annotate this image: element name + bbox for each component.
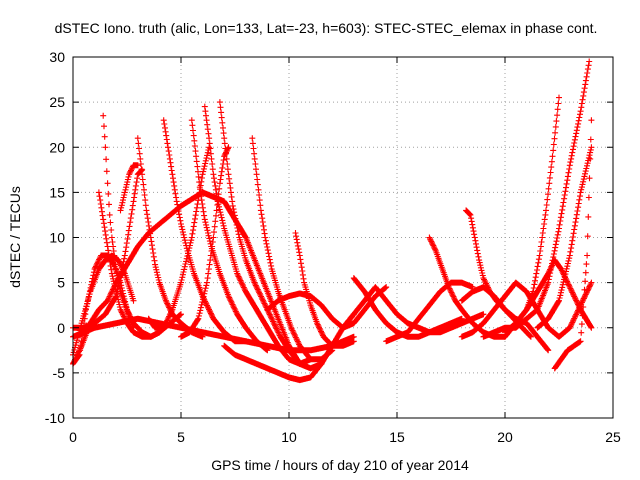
data-marks bbox=[383, 279, 476, 345]
series-arc-07 bbox=[117, 162, 141, 214]
series-arc-22 bbox=[383, 279, 476, 345]
data-marks bbox=[100, 112, 163, 340]
data-marks bbox=[117, 162, 141, 214]
y-tick-label: 5 bbox=[57, 275, 65, 291]
axis-ticks bbox=[72, 56, 614, 419]
data-marks bbox=[458, 279, 595, 340]
y-tick-label: -10 bbox=[45, 410, 65, 426]
y-tick-labels: -10 -5 0 5 10 15 20 25 30 bbox=[45, 49, 65, 426]
data-marks bbox=[221, 311, 357, 384]
series-arc-29 bbox=[502, 94, 562, 336]
x-tick-label: 25 bbox=[605, 429, 621, 445]
x-tick-label: 15 bbox=[389, 429, 405, 445]
x-tick-label: 5 bbox=[177, 429, 185, 445]
x-tick-label: 20 bbox=[497, 429, 513, 445]
series-arc-25 bbox=[458, 279, 595, 340]
series-arc-30 bbox=[551, 117, 595, 372]
series-arc-16 bbox=[221, 311, 357, 384]
y-tick-label: 25 bbox=[49, 94, 65, 110]
data-marks bbox=[502, 94, 562, 336]
y-tick-label: -5 bbox=[53, 365, 66, 381]
y-tick-label: 30 bbox=[49, 49, 65, 65]
x-tick-label: 0 bbox=[69, 429, 77, 445]
data-points bbox=[70, 58, 595, 384]
x-tick-labels: 0 5 10 15 20 25 bbox=[69, 429, 621, 445]
y-tick-label: 0 bbox=[57, 320, 65, 336]
y-tick-label: 20 bbox=[49, 139, 65, 155]
series-arc-05 bbox=[100, 112, 163, 340]
y-tick-label: 10 bbox=[49, 230, 65, 246]
chart-title: dSTEC Iono. truth (alic, Lon=133, Lat=-2… bbox=[55, 20, 598, 36]
y-axis-label: dSTEC / TECUs bbox=[7, 186, 23, 288]
data-marks bbox=[551, 117, 595, 372]
x-axis-label: GPS time / hours of day 210 of year 2014 bbox=[211, 457, 469, 473]
y-tick-label: 15 bbox=[49, 184, 65, 200]
series-arc-31 bbox=[534, 144, 595, 331]
x-tick-label: 10 bbox=[281, 429, 297, 445]
data-marks bbox=[534, 144, 595, 331]
